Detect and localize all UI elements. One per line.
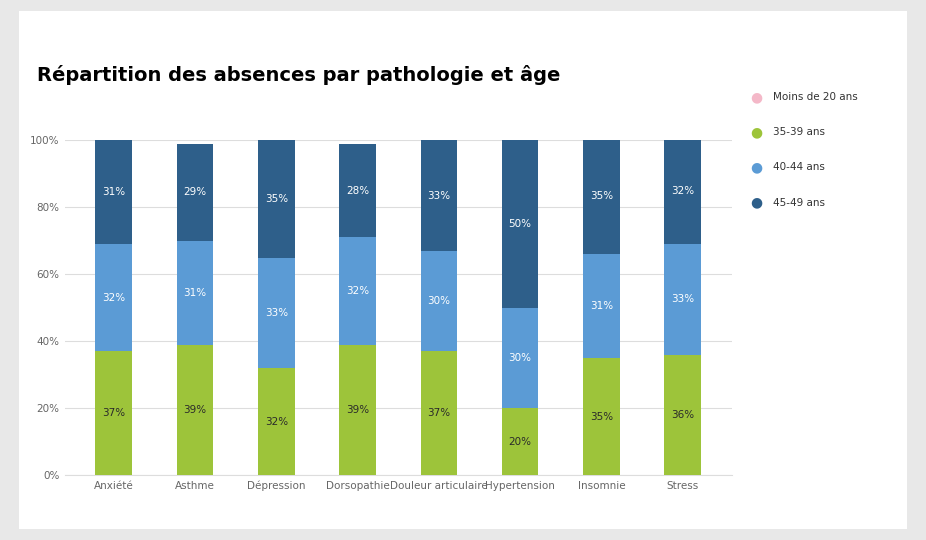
Bar [95,352,131,475]
Bar [583,137,619,254]
Bar [502,308,538,408]
Text: 50%: 50% [508,219,532,229]
Bar [95,140,131,244]
Bar [420,251,457,352]
Text: 37%: 37% [427,408,450,418]
Bar [420,140,457,251]
Bar [177,241,213,345]
Text: 29%: 29% [183,187,206,197]
Bar [665,137,701,244]
Text: 33%: 33% [265,308,288,318]
Bar [339,238,376,345]
Bar [339,144,376,238]
Text: ●: ● [750,125,762,139]
Text: 39%: 39% [183,405,206,415]
Text: 32%: 32% [671,186,694,195]
Text: 33%: 33% [427,191,450,201]
Text: 31%: 31% [183,288,206,298]
Text: ●: ● [750,90,762,104]
Text: 35%: 35% [590,191,613,201]
Text: Répartition des absences par pathologie et âge: Répartition des absences par pathologie … [37,65,560,85]
Text: 32%: 32% [265,417,288,427]
Text: ●: ● [750,195,762,210]
Text: 40-44 ans: 40-44 ans [773,163,825,172]
Bar [339,345,376,475]
Bar [583,254,619,358]
Bar [258,368,294,475]
Bar [177,144,213,241]
Text: 31%: 31% [590,301,613,311]
Text: 45-49 ans: 45-49 ans [773,198,825,207]
Text: 35-39 ans: 35-39 ans [773,127,825,137]
Bar [420,352,457,475]
Text: 28%: 28% [346,186,369,195]
Text: 35%: 35% [590,411,613,422]
Text: 31%: 31% [102,187,125,197]
Bar [95,244,131,352]
Text: 32%: 32% [346,286,369,296]
Text: 32%: 32% [102,293,125,303]
Bar [502,408,538,475]
Bar [665,355,701,475]
Text: 20%: 20% [508,437,532,447]
Text: 30%: 30% [508,353,532,363]
Bar [258,140,294,258]
Text: 35%: 35% [265,194,288,204]
Bar [583,358,619,475]
Bar [177,345,213,475]
Bar [665,244,701,355]
Text: 36%: 36% [671,410,694,420]
Bar [502,140,538,308]
Text: 30%: 30% [427,296,450,306]
Text: 33%: 33% [671,294,694,305]
Text: 39%: 39% [346,405,369,415]
Text: Moins de 20 ans: Moins de 20 ans [773,92,858,102]
Text: 37%: 37% [102,408,125,418]
Bar [258,258,294,368]
Text: ●: ● [750,160,762,174]
